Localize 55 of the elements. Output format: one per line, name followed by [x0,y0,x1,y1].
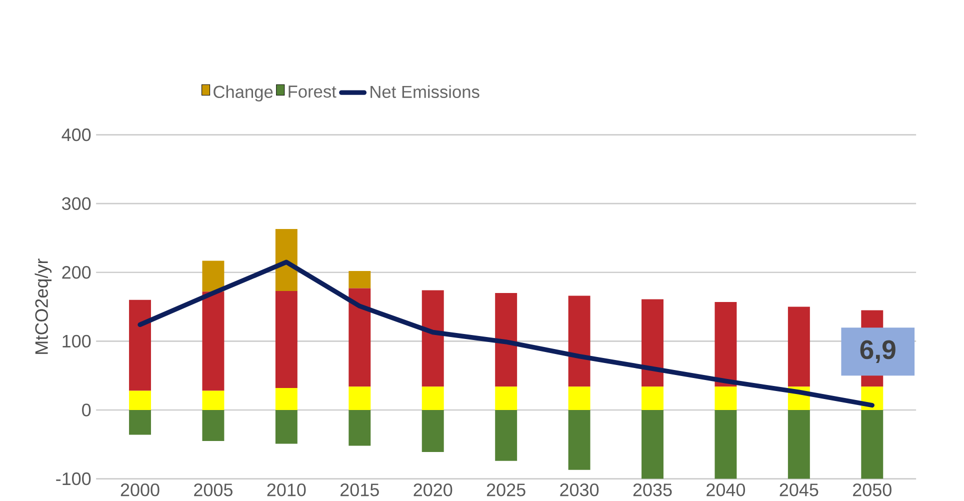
bar [422,410,444,452]
bar [568,410,590,470]
bar [348,410,371,446]
x-tick-label: 2050 [853,484,892,496]
x-tick-label: 2000 [120,484,160,496]
bar [568,386,590,410]
bar [642,410,664,479]
y-tick-label: 300 [62,197,91,210]
x-tick-label: 2045 [780,484,818,496]
bar [348,288,371,387]
y-tick-label: 100 [62,334,91,348]
y-tick-label: -100 [56,472,91,486]
y-axis-title: MtCO2eq/yr [34,258,52,354]
bar [642,386,664,410]
bar [275,388,298,410]
bar [275,291,298,388]
y-tick-label: 400 [62,128,91,142]
bar [202,410,224,442]
bar [788,410,810,479]
bar [568,296,590,387]
x-tick-label: 2040 [706,484,746,496]
bar [495,293,518,387]
legend-label: Forest [288,86,336,98]
bar [202,260,224,292]
bar [129,300,151,391]
bar [129,390,151,410]
bar [275,410,298,444]
annotation: 6,9 [860,340,896,364]
bar [642,299,664,387]
bar [422,386,444,410]
y-tick-label: 200 [62,266,91,279]
x-tick-label: 2020 [414,484,452,496]
x-tick-label: 2030 [560,484,599,496]
x-tick-label: 2015 [340,484,379,496]
bar [495,410,518,462]
bar [788,306,810,387]
bar [495,386,518,410]
x-tick-label: 2005 [194,484,232,496]
bar [422,290,444,387]
bar [714,302,737,387]
bar [348,271,371,288]
bar [348,386,371,410]
x-tick-label: 2010 [267,484,306,496]
legend-label: Change [214,85,273,102]
bar [714,410,737,479]
bar [861,410,884,479]
bar [129,410,151,435]
x-tick-label: 2025 [486,484,526,496]
bar [714,386,737,410]
bar [202,390,224,410]
legend-label: Net Emissions [370,85,480,98]
bar [202,292,224,391]
bar [275,229,298,292]
x-tick-label: 2035 [633,484,672,496]
y-tick-label: 0 [82,404,91,417]
